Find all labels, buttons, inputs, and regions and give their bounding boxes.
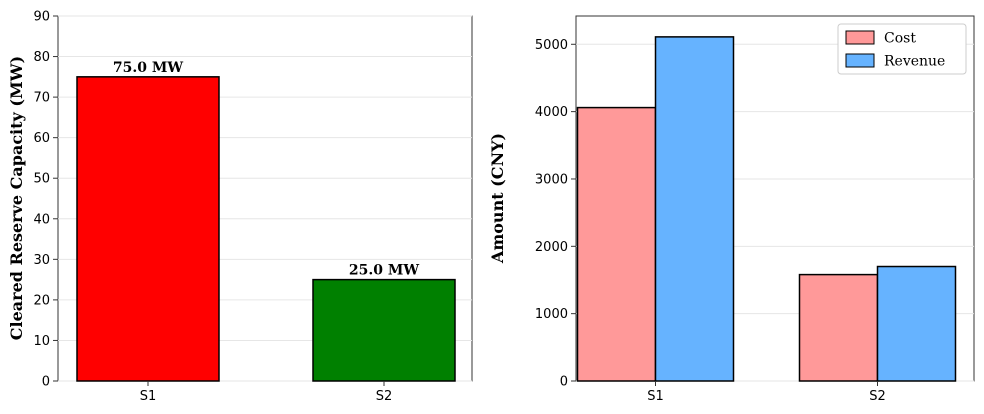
y-axis-label: Cleared Reserve Capacity (MW) (7, 56, 26, 340)
y-tick-label: 2000 (535, 240, 568, 255)
bars (76, 76, 456, 382)
legend: Cost Revenue (837, 23, 967, 75)
bar-cost-s1 (576, 106, 657, 382)
data-label-s2: 25.0 MW (349, 263, 419, 279)
data-label-s1: 75.0 MW (113, 60, 183, 76)
x-tick-label-s1: S1 (647, 389, 664, 404)
y-tick-label: 1000 (535, 307, 568, 322)
y-tick-label: 70 (33, 91, 50, 106)
x-tick-label-s1: S1 (140, 389, 157, 404)
y-tick-label: 5000 (535, 38, 568, 53)
bar-s1 (76, 76, 220, 382)
y-tick-label: 20 (33, 293, 50, 308)
y-tick-label: 80 (33, 50, 50, 65)
y-ticks: 0 1000 2000 3000 4000 5000 (535, 38, 576, 390)
y-tick-label: 30 (33, 253, 50, 268)
y-tick-label: 50 (33, 172, 50, 187)
legend-label-cost: Cost (884, 31, 916, 47)
y-tick-label: 4000 (535, 105, 568, 120)
y-axis-label: Amount (CNY) (488, 133, 507, 264)
legend-label-revenue: Revenue (884, 54, 945, 70)
legend-swatch-cost (845, 30, 875, 45)
y-tick-label: 3000 (535, 172, 568, 187)
y-ticks: 0 10 20 30 40 50 60 70 80 90 (33, 10, 58, 390)
y-tick-label: 0 (42, 375, 50, 390)
bar-cost-s2 (798, 273, 879, 382)
y-tick-label: 90 (33, 10, 50, 25)
bars (576, 36, 957, 382)
y-tick-label: 60 (33, 131, 50, 146)
bar-revenue-s2 (876, 265, 957, 382)
x-ticks: S1 S2 (647, 381, 886, 404)
x-tick-label-s2: S2 (376, 389, 393, 404)
data-labels: 75.0 MW 25.0 MW (113, 60, 419, 279)
y-tick-label: 40 (33, 212, 50, 227)
y-tick-label: 0 (560, 375, 568, 390)
bar-s2 (312, 278, 456, 382)
y-tick-label: 10 (33, 334, 50, 349)
x-tick-label-s2: S2 (869, 389, 886, 404)
bar-revenue-s1 (654, 36, 735, 382)
legend-swatch-revenue (845, 53, 875, 68)
x-ticks: S1 S2 (140, 381, 393, 404)
